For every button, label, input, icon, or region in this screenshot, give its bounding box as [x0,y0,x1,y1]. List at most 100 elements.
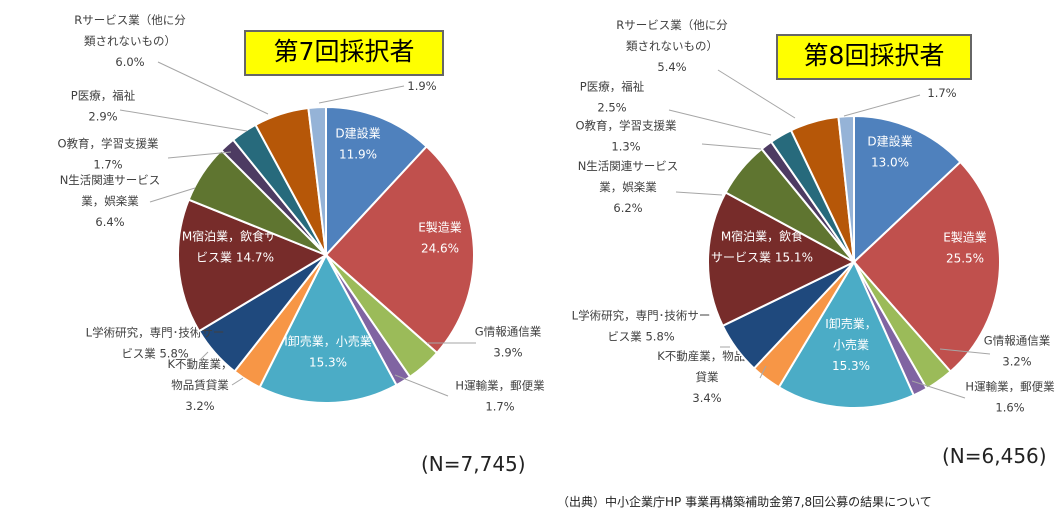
slice-label: P医療，福祉 2.5% [580,80,645,115]
leader-line [157,61,269,115]
leader-line [701,143,762,150]
slice-label: N生活関連サービス業，娯楽業 6.2% [578,159,679,215]
slice-label-line: 6.2% [613,201,642,215]
slice-label-line: 物品賃貸業 [171,378,229,392]
source-note: （出典）中小企業庁HP 事業再構築補助金第7,8回公募の結果について [557,495,932,509]
slice-label-line: 1.7% [927,86,956,100]
slice-label: G情報通信業 3.2% [984,334,1051,369]
slice-label: E製造業 25.5% [943,231,987,266]
slice-label-line: N生活関連サービス [60,173,161,187]
slice-label-line: O教育，学習支援業 [575,119,677,133]
leader-line [675,191,723,196]
slice-label: G情報通信業 3.9% [475,325,542,360]
slice-label-line: D建設業 [867,134,912,149]
slice-label-line: 13.0% [871,156,909,170]
slice-label: E製造業 24.6% [418,221,462,256]
slice-label-line: O教育，学習支援業 [57,137,159,151]
slice-label-line: 15.3% [309,356,347,370]
pie-slice [325,105,429,258]
leader-line [843,94,921,117]
slice-label-line: 類されないもの） [84,34,176,48]
slice-label-line: 15.3% [832,359,870,373]
leader-line [911,380,966,399]
slice-label-line: 3.2% [185,399,214,413]
slice-label: K不動産業，物品賃貸業 3.4% [657,349,757,405]
slice-label: 1.7% [927,86,956,100]
slice-label: K不動産業， 物品賃貸業 3.2% [167,357,232,413]
slice-label-line: 小売業 [833,337,869,352]
slice-label-line: 業，娯楽業 [81,194,139,208]
pie-chart-1: D建設業 11.9% E製造業 24.6% G情報通信業 3.9% H運輸業，郵便業 1.7%… [57,13,545,414]
slice-label-line: 3.4% [692,391,721,405]
slice-label-line: H運輸業，郵便業 [965,380,1055,394]
slice-label: L学術研究，専門･技術サービス業 5.8% [86,326,225,361]
leader-line [939,348,991,355]
slice-label: O教育，学習支援業 1.3% [575,119,677,154]
pie-slice [837,114,855,263]
leader-line [167,151,232,159]
slice-label-line: 1.3% [611,140,640,154]
slice-label-line: サービス業 15.1% [711,251,813,265]
slice-label-line: K不動産業， [167,357,232,371]
slice-label: Rサービス業（他に分類されないもの） 5.4% [616,18,728,74]
slice-label-line: 3.9% [493,346,522,360]
slice-label-line: 1.6% [995,401,1024,415]
slice-label-line: 24.6% [421,242,459,256]
slice-label: M宿泊業，飲食サービス業 14.7% [182,229,288,265]
slice-label: I卸売業，小売業 15.3% [284,334,372,370]
slice-label: M宿泊業，飲食サービス業 15.1% [711,229,813,265]
slice-label-line: M宿泊業，飲食サー [182,229,288,244]
slice-label-line: K不動産業，物品賃 [657,349,757,363]
slice-label: P医療，福祉 2.9% [71,89,136,124]
slice-label-line: P医療，福祉 [71,89,136,103]
slice-label: H運輸業，郵便業 1.6% [965,380,1055,415]
leader-line [668,109,772,136]
pie-slice [177,198,329,333]
slice-label-line: N生活関連サービス [578,159,679,173]
left-n-label: (N=7,745) [421,452,526,476]
leader-line [231,377,244,386]
pie-slice [324,145,475,355]
slice-label: 1.9% [407,79,436,93]
slice-label-line: Rサービス業（他に分 [616,18,728,32]
right-chart-title: 第8回採択者 [776,34,972,80]
slice-label-line: ビス業 5.8% [607,330,674,344]
leader-line [149,187,196,203]
pie-slice [852,160,1001,373]
slice-label: N生活関連サービス業，娯楽業 6.4% [60,173,161,229]
slice-label: Rサービス業（他に分類されないもの） 6.0% [74,13,186,69]
slice-label-line: L学術研究，専門･技術サー [572,309,711,323]
slice-label-line: E製造業 [943,231,987,245]
slice-label-line: ビス業 5.8% [121,347,188,361]
slice-label-line: 25.5% [946,252,984,266]
slice-label: D建設業 13.0% [867,134,912,170]
slice-label-line: M宿泊業，飲食 [721,229,803,244]
slice-label-line: 6.4% [95,215,124,229]
slice-label-line: 業，娯楽業 [599,180,657,194]
slice-label-line: D建設業 [335,126,380,141]
pie-slice [853,114,962,265]
slice-label-line: I卸売業，小売業 [284,334,372,349]
leader-line [199,351,209,361]
slice-label-line: 6.0% [115,55,144,69]
slice-label-line: 類されないもの） [626,39,718,53]
slice-label-line: 11.9% [339,148,377,162]
leader-line [759,365,767,379]
slice-label-line: 1.9% [407,79,436,93]
pie-slice [777,259,915,409]
leader-line [717,69,796,119]
slice-label-line: 2.5% [597,101,626,115]
slice-label-line: 5.4% [657,60,686,74]
slice-label-line: L学術研究，専門･技術サー [86,326,225,340]
slice-label-line: 3.2% [1002,355,1031,369]
leader-line [394,374,449,397]
slice-label: O教育，学習支援業 1.7% [57,137,159,172]
slice-label-line: P医療，福祉 [580,80,645,94]
pie-slice [258,252,398,404]
slice-label-line: G情報通信業 [984,334,1051,348]
slice-label-line: H運輸業，郵便業 [455,379,545,393]
right-n-label: (N=6,456) [942,444,1047,468]
slice-label-line: 1.7% [93,158,122,172]
